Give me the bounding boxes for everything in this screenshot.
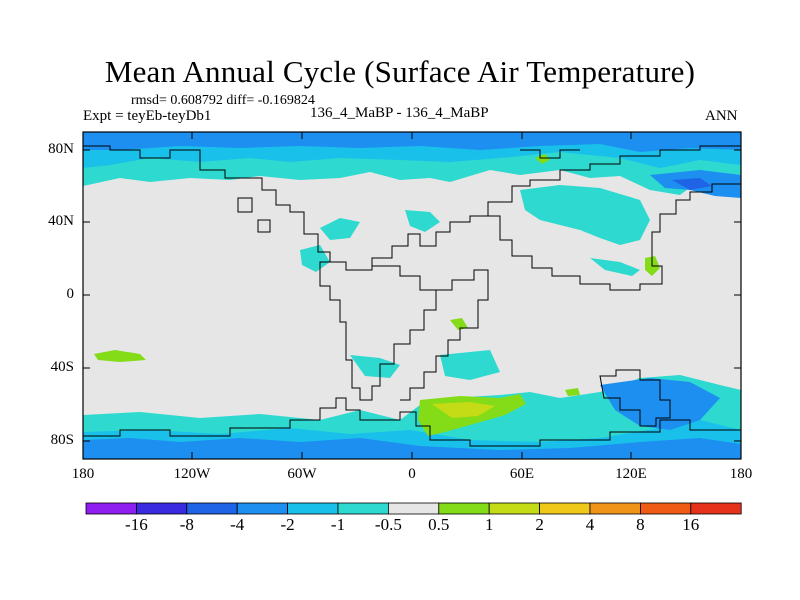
coastline-south-america [319, 261, 437, 401]
anomaly-region-antarctic [600, 378, 720, 430]
colorbar-box [640, 502, 692, 515]
colorbar-tick-label: -16 [125, 515, 148, 534]
lon-label-60w: 60W [287, 466, 317, 482]
lon-label-60e: 60E [509, 466, 535, 482]
lon-label-180e: 180 [729, 466, 753, 482]
colorbar-tick-label: -1 [330, 515, 346, 534]
anomaly-region-antarctic-2 [83, 438, 741, 459]
warm-patch-africa [450, 318, 468, 330]
warm-patch-south-atlantic-2 [432, 402, 495, 418]
colorbar-tick-label: -4 [230, 515, 245, 534]
anomaly-region-east-asia [590, 258, 640, 276]
temperature-field [83, 132, 741, 459]
anomaly-region-north-america [320, 218, 360, 240]
lat-label-40s: 40S [50, 359, 74, 375]
colorbar-box [690, 502, 742, 515]
colorbar-tick-label: -8 [179, 515, 194, 534]
warm-patch-indian-ocean [565, 388, 580, 396]
coastline-greenland [520, 149, 580, 159]
lat-label-80s: 80S [50, 432, 74, 448]
colorbar-box [387, 502, 440, 515]
colorbar-box [85, 502, 137, 515]
lat-label-80n: 80N [48, 141, 74, 157]
colorbar-tick-label: -2 [280, 515, 295, 534]
colorbar-tick-label: 8 [636, 515, 645, 534]
coastline-eurasia-south [488, 183, 741, 291]
anomaly-region-south-america [350, 355, 400, 378]
lon-label-120w: 120W [173, 466, 211, 482]
colorbar-tick-label: -0.5 [374, 515, 402, 534]
warm-patch-south-pacific [94, 350, 146, 362]
season-label: ANN [705, 108, 738, 124]
anomaly-region-south-atlantic [440, 350, 500, 380]
colorbar-box [186, 502, 238, 515]
anomaly-region-arctic-3 [83, 132, 741, 152]
anomaly-region-asia [520, 185, 650, 245]
colorbar-tick-label: 1 [484, 515, 494, 534]
coastline-north-america [83, 145, 741, 271]
lat-label-40n: 40N [48, 213, 74, 229]
colorbar-box [438, 502, 490, 515]
stats-text: rmsd= 0.608792 diff= -0.169824 [131, 93, 315, 108]
lat-label-0: 0 [66, 286, 75, 302]
lon-label-120e: 120E [615, 466, 647, 482]
coastlines [83, 145, 741, 447]
colorbar-box [337, 502, 389, 515]
colorbar-tick-label: 0.5 [428, 515, 450, 534]
colorbar [85, 502, 742, 515]
lon-label-0: 0 [408, 466, 416, 482]
coastline-arctic-islands [237, 197, 271, 233]
colorbar-box [589, 502, 641, 515]
warm-patch-siberia [535, 154, 550, 164]
colorbar-tick-label: 2 [535, 515, 544, 534]
colorbar-tick-label: 4 [585, 515, 595, 534]
colorbar-box [539, 502, 591, 515]
coastline-antarctica [83, 397, 741, 447]
colorbar-box [287, 502, 339, 515]
case-label: 136_4_MaBP - 136_4_MaBP [310, 105, 489, 121]
colorbar-tick-label: 16 [682, 515, 700, 534]
axis-ticks [83, 132, 741, 459]
colorbar-box [135, 502, 188, 515]
colorbar-box [236, 502, 288, 515]
coastline-australia [599, 369, 671, 427]
coastline-africa [400, 269, 489, 401]
experiment-label: Expt = teyEb-teyDb1 [83, 108, 212, 124]
lon-label-180w: 180 [71, 466, 95, 482]
anomaly-region-siberia-2 [672, 178, 712, 190]
colorbar-box [488, 502, 541, 515]
anomaly-region-europe [405, 210, 440, 232]
plot-title: Mean Annual Cycle (Surface Air Temperatu… [104, 54, 696, 89]
